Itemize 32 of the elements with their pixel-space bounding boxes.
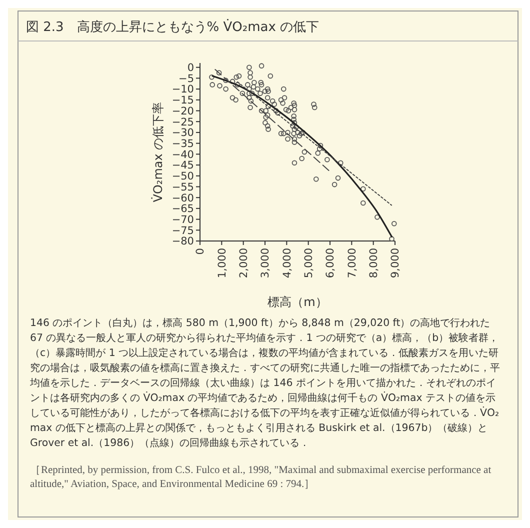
x-tick-label: 4,000 xyxy=(281,248,294,278)
x-tick-label: 8,000 xyxy=(368,248,380,278)
y-tick-label: −35 xyxy=(172,138,194,150)
x-tick-label: 3,000 xyxy=(260,248,272,278)
x-tick-label: 9,000 xyxy=(390,248,402,278)
chart-title: 図 2.3 高度の上昇にともなう% V̇O₂max の低下 xyxy=(26,18,320,35)
x-axis-title: 標高（m） xyxy=(268,295,328,309)
y-tick-label: −40 xyxy=(172,148,194,161)
y-tick-label: −10 xyxy=(172,84,194,96)
y-tick-label: 0 xyxy=(187,62,194,74)
y-tick-label: −80 xyxy=(172,236,194,248)
y-tick-label: −65 xyxy=(172,203,194,216)
y-tick-label: −60 xyxy=(172,192,194,204)
y-tick-label: −25 xyxy=(172,116,194,128)
x-tick-label: 7,000 xyxy=(346,248,358,278)
y-tick-label: −15 xyxy=(172,94,194,107)
text: ［Reprinted, by permission, from C.S. Fulco et al., 1998, "Maximal and submaximal exercise performance at altitude," Aviation, Space, and Environmental Medicine 69 : 794.］ xyxy=(30,465,494,490)
y-tick-label: −20 xyxy=(172,105,194,118)
y-tick-label: −55 xyxy=(172,181,194,194)
x-tick-label: 0 xyxy=(194,248,207,255)
x-tick-label: 1,000 xyxy=(216,248,228,278)
y-tick-label: −70 xyxy=(172,214,194,226)
y-tick-label: −30 xyxy=(172,127,194,140)
y-tick-label: −5 xyxy=(178,72,194,85)
y-tick-label: −45 xyxy=(172,160,194,172)
x-tick-label: 2,000 xyxy=(238,248,250,278)
y-axis-title: V̇O₂max の低下率 xyxy=(151,102,166,202)
text: 146 のポイント（白丸）は，標高 580 m（1,900 ft）から 8,848 m（29,020 ft）の高地で行われた 67 の異なる一般人と軍人の研究から得られた平均値を示す．1 つの研究で（a）標高，（b）被験者群，（c）暴露時間が 1 つ以上設定されている場合は，複数の平均値が含まれている．低酸素ガスを用いた研究の場合は，吸気酸素の値を標高に置き換えた．すべての研究に共通した唯一の指標であったために，平均値を示した．データベースの回帰線（太い曲線）は 146 ポイントを用いて描かれた．それぞれのポイントは各研究内の多くの V̇O₂max の平均値であるため，回帰曲線は何千もの V̇O₂max テストの値を示している可能性があり，したがって各標高における低下の平均を表す正確な近似値が得られている．V̇O₂max の低下と標高の上昇との関係で，もっともよく引用される Buskirk et al.（1967b）（破線）と Grover et al.（1986）（点線）の回帰曲線も示されている． xyxy=(30,318,500,449)
x-tick-label: 5,000 xyxy=(303,248,316,278)
y-tick-label: −75 xyxy=(172,224,194,237)
y-tick-label: −50 xyxy=(172,170,194,183)
x-tick-label: 6,000 xyxy=(324,248,337,278)
